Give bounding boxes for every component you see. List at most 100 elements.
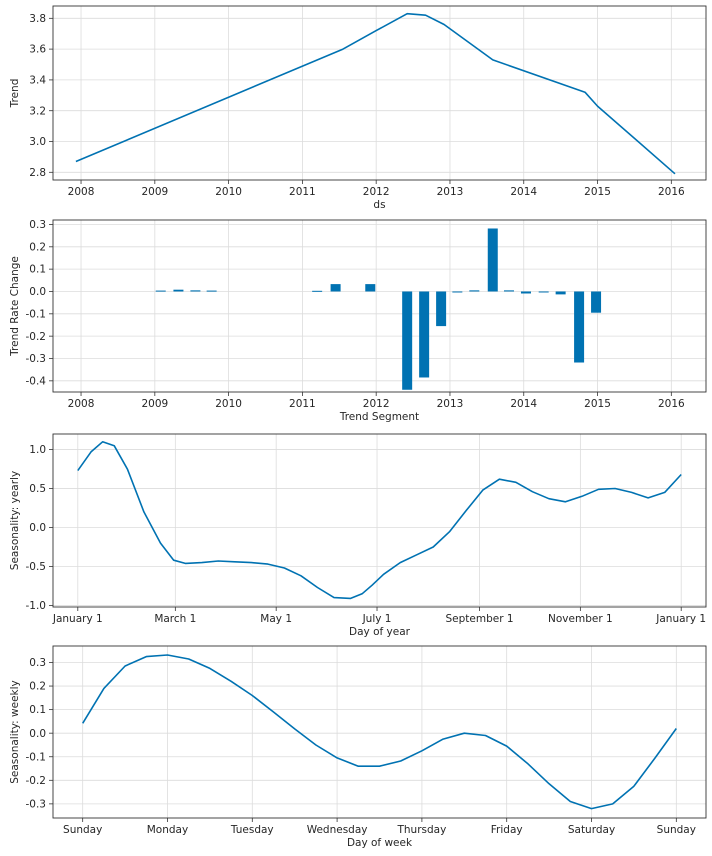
x-tick-label: 2012 xyxy=(363,398,390,410)
y-tick-label: 0.2 xyxy=(29,241,46,253)
x-tick-label: 2008 xyxy=(68,186,95,198)
chart-panel-1: 2008 2009 2010 2011 2012 2013 2014 2015 2016 2.8 3… xyxy=(9,5,707,211)
bar xyxy=(574,291,585,363)
y-tick-label: -1.0 xyxy=(26,600,47,612)
x-tick-label: Sunday xyxy=(63,824,102,836)
x-axis-label: Day of year xyxy=(349,626,411,638)
y-tick-label: 2.8 xyxy=(29,167,46,179)
x-tick-label: 2011 xyxy=(289,186,316,198)
y-tick-label: 3.6 xyxy=(29,44,46,56)
x-tick-label: May 1 xyxy=(260,613,292,625)
x-tick-label: Sunday xyxy=(657,824,696,836)
x-axis-label: Trend Segment xyxy=(339,411,419,423)
bar xyxy=(173,289,184,292)
x-tick-label: January 1 xyxy=(52,613,103,625)
x-tick-label: 2010 xyxy=(215,186,242,198)
x-tick-label: 2014 xyxy=(510,398,537,410)
y-tick-label: 0.1 xyxy=(29,704,46,716)
x-tick-label: 2011 xyxy=(289,398,316,410)
y-tick-label: -0.2 xyxy=(26,331,47,343)
x-tick-label: Thursday xyxy=(396,824,446,836)
bar xyxy=(520,291,531,294)
bar xyxy=(469,290,480,292)
y-tick-label: 0.1 xyxy=(29,264,46,276)
series-line xyxy=(77,440,682,600)
bar xyxy=(155,290,166,292)
x-tick-label: 2013 xyxy=(437,398,464,410)
x-tick-label: 2008 xyxy=(68,398,95,410)
y-tick-label: 0.3 xyxy=(29,657,46,669)
chart-panel-2: 2008 2009 2010 2011 2012 2013 2014 2015 2016 -0.4… xyxy=(9,219,707,423)
y-tick-label: -0.1 xyxy=(26,308,47,320)
y-axis-label: Seasonality: yearly xyxy=(9,471,21,570)
y-tick-label: -0.5 xyxy=(26,561,47,573)
x-tick-label: 2016 xyxy=(658,186,685,198)
y-tick-label: 0.0 xyxy=(29,522,46,534)
y-tick-label: 3.4 xyxy=(29,75,46,87)
x-tick-label: 2016 xyxy=(658,398,685,410)
x-tick-label: Friday xyxy=(491,824,523,836)
x-tick-label: 2010 xyxy=(215,398,242,410)
bar xyxy=(419,291,430,378)
y-tick-label: 1.0 xyxy=(29,444,46,456)
y-tick-label: -0.3 xyxy=(26,798,47,810)
y-tick-label: -0.2 xyxy=(26,775,47,787)
bar xyxy=(452,291,463,293)
x-tick-label: Monday xyxy=(147,824,188,836)
bar xyxy=(591,291,602,313)
x-tick-label: 2009 xyxy=(141,398,168,410)
axes-frame xyxy=(52,433,707,608)
bar xyxy=(312,290,323,292)
bar xyxy=(330,284,341,292)
bar xyxy=(555,291,566,295)
x-tick-label: 2012 xyxy=(363,186,390,198)
y-tick-label: 0.0 xyxy=(29,728,46,740)
x-tick-label: 2013 xyxy=(437,186,464,198)
x-tick-label: March 1 xyxy=(154,613,196,625)
y-tick-label: -0.4 xyxy=(26,375,47,387)
x-tick-label: 2015 xyxy=(584,398,611,410)
bar xyxy=(538,291,549,293)
axes-frame xyxy=(52,645,707,819)
bar xyxy=(190,290,201,292)
y-axis-label: Trend xyxy=(9,79,21,109)
plot-area xyxy=(53,434,706,607)
y-tick-label: 0.5 xyxy=(29,483,46,495)
x-tick-label: September 1 xyxy=(445,613,513,625)
chart-panel-4: Sunday Monday Tuesday Wednesday Thursday Frid… xyxy=(9,645,707,849)
series-line xyxy=(75,12,676,175)
x-tick-label: 2014 xyxy=(510,186,537,198)
y-tick-label: 3.0 xyxy=(29,136,46,148)
plot-area xyxy=(53,220,706,392)
plot-area xyxy=(53,646,706,818)
axes-frame xyxy=(52,5,707,181)
x-tick-label: Tuesday xyxy=(230,824,274,836)
y-tick-label: 0.3 xyxy=(29,219,46,231)
x-tick-label: 2009 xyxy=(141,186,168,198)
x-tick-label: Saturday xyxy=(568,824,615,836)
y-axis-label: Seasonality: weekly xyxy=(9,680,21,784)
y-tick-label: 3.2 xyxy=(29,105,46,117)
bar xyxy=(206,290,217,292)
series-line xyxy=(82,654,677,810)
bar xyxy=(503,290,514,292)
x-axis-label: Day of week xyxy=(347,837,413,849)
bar xyxy=(365,284,376,292)
y-tick-label: -0.3 xyxy=(26,353,47,365)
x-tick-label: July 1 xyxy=(362,613,392,625)
y-tick-label: 3.8 xyxy=(29,13,46,25)
bar xyxy=(487,228,498,292)
x-tick-label: November 1 xyxy=(548,613,613,625)
x-tick-label: January 1 xyxy=(655,613,706,625)
x-axis-label: ds xyxy=(373,199,385,211)
y-axis-label: Trend Rate Change xyxy=(9,256,21,357)
y-tick-label: 0.2 xyxy=(29,681,46,693)
plot-area xyxy=(53,6,706,180)
y-tick-label: 0.0 xyxy=(29,286,46,298)
chart-panel-3: January 1 March 1 May 1 July 1 September 1 No… xyxy=(9,433,707,638)
axes-frame xyxy=(52,219,707,393)
x-tick-label: 2015 xyxy=(584,186,611,198)
bar xyxy=(436,291,447,327)
x-tick-label: Wednesday xyxy=(307,824,368,836)
